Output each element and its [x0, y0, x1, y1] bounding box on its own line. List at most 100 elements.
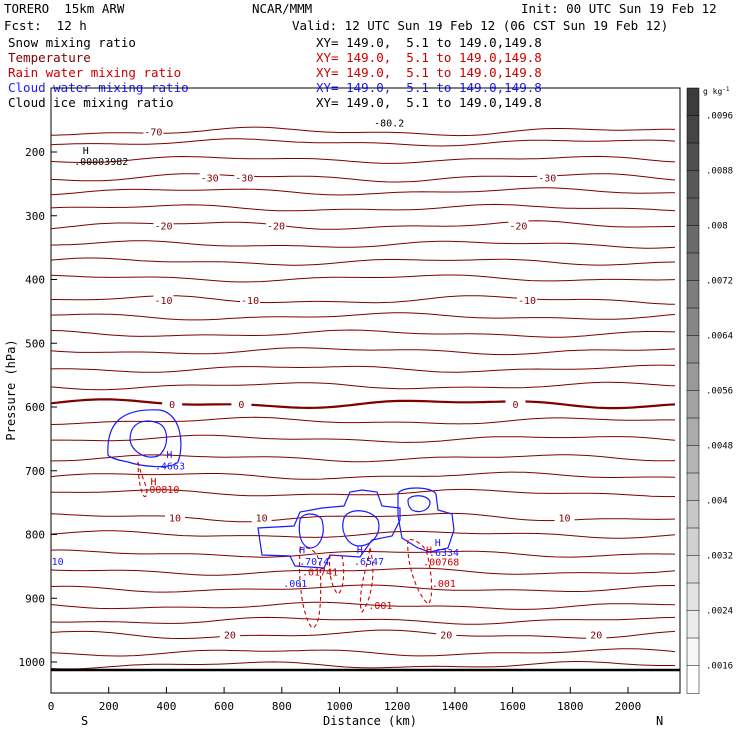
colorbar-tick-label: .0032: [706, 552, 733, 562]
x-axis: 0 200 400 600 800 1000 1200 1400 1600 1800 2000: [48, 687, 642, 713]
y-tick-label: 700: [25, 465, 45, 478]
temperature-label-bg: [251, 511, 272, 523]
cloud-contour-central-inner: [298, 513, 324, 549]
temperature-contour-minor: [50, 549, 676, 558]
x-tick-label: 1600: [499, 700, 526, 713]
colorbar-swatch: [686, 637, 700, 667]
rain-water-contours: [137, 461, 433, 629]
temperature-contour: [50, 629, 676, 639]
cloud-contour-central: [257, 489, 401, 569]
y-tick-label: 300: [25, 210, 45, 223]
temperature-label-bg: [162, 397, 183, 409]
x-tick-label: 1800: [557, 700, 584, 713]
forecast-hour: Fcst: 12 h: [4, 18, 87, 33]
extra-temperature-lines: [50, 138, 680, 672]
x-tick-label: 1200: [384, 700, 411, 713]
cloud-contour-east-inner: [407, 495, 431, 513]
field-annotation: .00003982: [74, 157, 128, 168]
temperature-label-bg: [165, 511, 186, 523]
legend-name-snow: Snow mixing ratio: [8, 35, 136, 50]
temperature-label-bg: [153, 293, 174, 305]
field-annotation: H: [83, 146, 89, 157]
temperature-contour-minor: [50, 187, 676, 196]
temperature-label: -20: [154, 221, 172, 232]
y-tick-label: 400: [25, 274, 45, 287]
temperature-label: -30: [538, 174, 556, 185]
temperature-contour: [50, 220, 675, 230]
temperature-label-bg: [143, 125, 164, 137]
field-annotation: -80.2: [374, 119, 404, 130]
field-annotation: .7074: [299, 557, 329, 568]
rain-contour-east: [407, 538, 433, 605]
temperature-contour-minor: [50, 471, 676, 480]
y-axis: 200 300 400 500 600 700 800 900 1000: [19, 146, 57, 669]
temperature-label-bg: [505, 397, 526, 409]
rain-contour-central-b: [329, 554, 345, 595]
temperature-contour-minor: [50, 257, 676, 266]
temperature-contour: [50, 512, 676, 523]
temperature-contours: -70 -30 -30 -30 -20 -20 -20 -10 -10 -10 0 0 0 10 10 10 2…: [50, 125, 676, 642]
colorbar-swatch: [686, 197, 700, 227]
field-annotation: H: [299, 546, 305, 557]
x-tick-label: 0: [48, 700, 55, 713]
temperature-contour-minor: [50, 274, 676, 283]
y-axis-label: Pressure (hPa): [4, 339, 18, 440]
legend-name-rain: Rain water mixing ratio: [8, 65, 182, 80]
temperature-label: -10: [241, 296, 259, 307]
colorbar-tick-label: .0072: [706, 277, 733, 287]
colorbar-swatch: [686, 417, 700, 447]
temperature-contour-minor: [50, 155, 676, 164]
temperature-contour: [50, 398, 676, 410]
colorbar-swatch: [686, 582, 700, 612]
y-tick-label: 1000: [19, 656, 46, 669]
center-title: NCAR/MMM: [252, 1, 313, 16]
temperature-label-bg: [234, 171, 255, 183]
field-annotation: .4663: [155, 461, 185, 472]
temperature-contour-minor: [50, 648, 676, 657]
temperature-label-bg: [266, 219, 287, 231]
temperature-contour-minor: [50, 530, 676, 539]
legend-xy-cloud-ice: XY= 149.0, 5.1 to 149.0,149.8: [316, 95, 542, 110]
temperature-label: 0: [169, 400, 175, 411]
temperature-contour-minor: [51, 454, 676, 463]
y-tick-label: 600: [25, 401, 45, 414]
temperature-label: 0: [238, 400, 244, 411]
temperature-label: -20: [509, 221, 527, 232]
temperature-label: 20: [224, 631, 236, 642]
colorbar-swatch: [686, 142, 700, 172]
y-tick-label: 800: [25, 529, 45, 542]
cloud-contour-east: [397, 487, 455, 553]
temperature-label: 20: [440, 631, 452, 642]
x-tick-label: 1000: [326, 700, 353, 713]
field-annotation: .6334: [429, 548, 459, 559]
colorbar-swatch: [686, 225, 700, 254]
y-tick-label: 900: [25, 592, 45, 605]
x-tick-label: 2000: [615, 700, 642, 713]
model-title: TORERO 15km ARW: [4, 1, 125, 16]
field-annotation: .01741: [302, 567, 338, 578]
temperature-contour-minor: [51, 240, 676, 249]
temperature-label: 10: [169, 513, 181, 524]
field-annotation: H: [426, 546, 432, 557]
temperature-label-bg: [436, 628, 457, 640]
temperature-contour-minor: [50, 203, 676, 212]
colorbar-tick-label: .0056: [706, 387, 733, 397]
temperature-label-bg: [199, 171, 220, 183]
colorbar-tick-label: .004: [706, 497, 728, 507]
colorbar-tick-label: .0048: [706, 442, 733, 452]
legend-xy-rain: XY= 149.0, 5.1 to 149.0,149.8: [316, 65, 542, 80]
field-annotation: .6547: [354, 557, 384, 568]
field-annotation: .001: [368, 601, 392, 612]
temperature-label-bg: [586, 628, 607, 640]
x-tick-label: 600: [214, 700, 234, 713]
temperature-contour-minor: [50, 138, 676, 147]
temperature-label: 0: [512, 400, 518, 411]
temperature-label: -10: [154, 296, 172, 307]
temperature-label: 20: [590, 631, 602, 642]
x-tick-label: 800: [272, 700, 292, 713]
field-annotation: H: [357, 546, 363, 557]
cloud-contour-west-inner: [129, 420, 168, 458]
temperature-label-bg: [219, 628, 240, 640]
colorbar-swatch: [686, 472, 700, 502]
